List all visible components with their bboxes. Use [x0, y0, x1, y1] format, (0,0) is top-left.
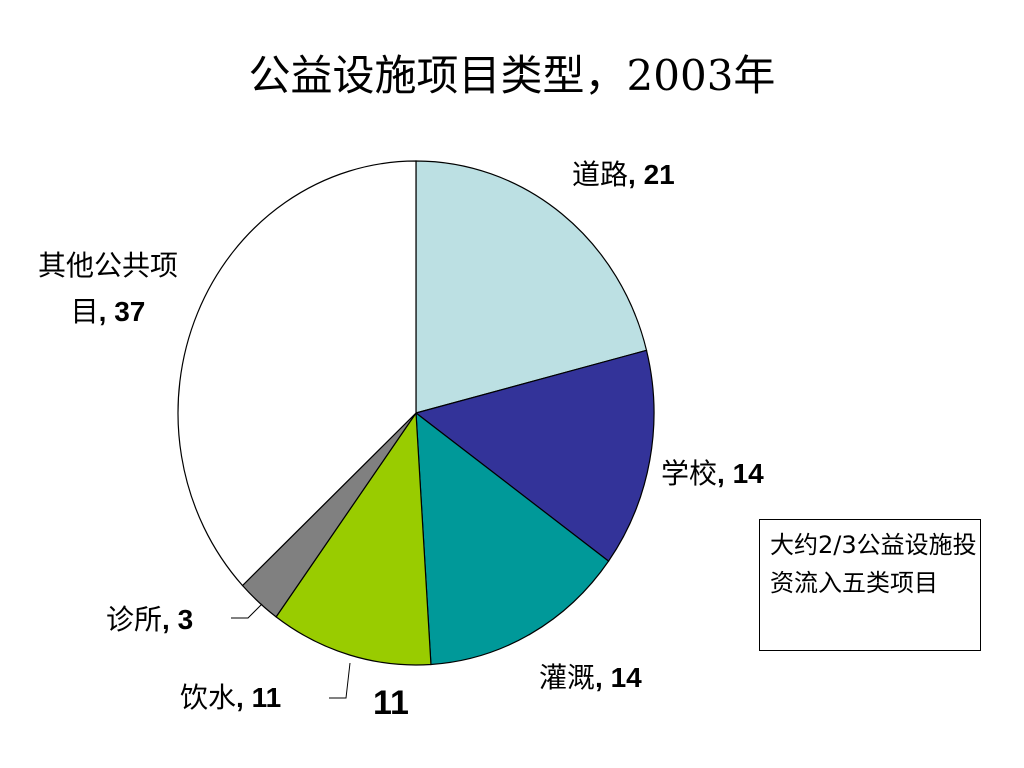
slice-label-roads: 道路, 21 — [572, 158, 675, 191]
leader-line-drinking-water — [329, 662, 351, 699]
slice-label-irrigation: 灌溉, 14 — [539, 661, 642, 694]
slice-label-text: 其他公共项目 — [37, 249, 178, 328]
slice-value: 3 — [177, 604, 194, 635]
slice-value: 11 — [251, 682, 282, 713]
slice-label-clinics: 诊所, 3 — [106, 603, 194, 636]
pie-slice-2 — [415, 411, 610, 666]
pie-slice-5 — [177, 160, 417, 587]
slice-label-schools: 学校, 14 — [661, 457, 764, 490]
slice-value: 37 — [114, 296, 146, 327]
pie-slice-3 — [275, 411, 432, 666]
slice-value: 14 — [610, 662, 642, 693]
slice-label-drinking-water: 饮水, 11 — [180, 681, 282, 714]
chart-title: 公益设施项目类型，2003年 — [248, 51, 776, 100]
slice-label-text: 学校 — [661, 457, 718, 490]
slice-value: 21 — [643, 159, 675, 190]
slice-label-text: 道路 — [572, 158, 629, 191]
slice-value: 14 — [732, 458, 764, 489]
pie-slice-1 — [414, 349, 655, 562]
pie-slice-0 — [415, 160, 648, 414]
annotation-value: 11 — [373, 684, 409, 722]
slice-label-text: 灌溉 — [539, 661, 596, 694]
leader-line-clinics — [231, 603, 263, 619]
note-box: 大约2/3公益设施投资流入五类项目 — [759, 519, 981, 651]
slice-label-text: 诊所 — [106, 603, 163, 636]
slice-label-other: 其他公共项目, 37 — [37, 249, 178, 328]
slice-label-text: 饮水 — [180, 681, 237, 714]
